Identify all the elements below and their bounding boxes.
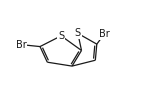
Text: S: S [58, 31, 64, 41]
Text: S: S [75, 28, 81, 38]
Text: Br: Br [16, 40, 26, 50]
Text: Br: Br [99, 29, 110, 39]
